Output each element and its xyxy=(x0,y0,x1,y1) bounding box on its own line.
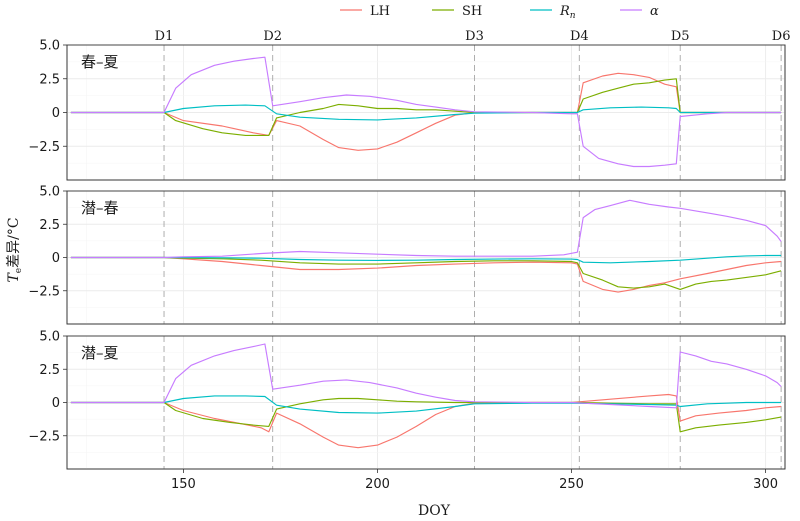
event-marker-labels: D1 D2 D3 D4 D5 D6 xyxy=(155,29,791,44)
legend-label-alpha: α xyxy=(650,4,659,19)
marker-label-d4: D4 xyxy=(570,29,589,44)
y-tick-label: 0 xyxy=(52,396,60,411)
series-line-SH xyxy=(70,397,782,433)
marker-label-d5: D5 xyxy=(671,29,690,44)
panel-3: 5.0 2.5 0 −2.5 潜–夏 xyxy=(28,330,786,470)
legend-label-LH: LH xyxy=(370,4,390,19)
series-line-SH xyxy=(70,78,782,136)
series-line-Rn xyxy=(70,104,782,121)
panel-2: 5.0 2.5 0 −2.5 潜–春 xyxy=(28,185,786,325)
y-tick-label: −2.5 xyxy=(28,140,60,155)
y-axis-title-main: T xyxy=(6,272,22,283)
series-line-LH xyxy=(70,393,782,449)
x-tick-label: 200 xyxy=(365,477,390,492)
series-line-alpha xyxy=(70,343,782,409)
panel-1: 5.0 2.5 0 −2.5 春–夏 xyxy=(28,39,786,181)
series-line-Rn xyxy=(70,254,782,264)
legend-item-LH: LH xyxy=(340,4,390,19)
panel-label: 春–夏 xyxy=(81,53,119,71)
series-line-Rn xyxy=(70,395,782,414)
marker-label-d3: D3 xyxy=(465,29,484,44)
x-tick-label: 250 xyxy=(559,477,584,492)
series-line-alpha xyxy=(70,56,782,168)
x-tick-label: 300 xyxy=(753,477,778,492)
legend-label-Rn: Rn xyxy=(559,4,576,21)
x-tick-label: 150 xyxy=(171,477,196,492)
y-tick-label: 0 xyxy=(52,251,60,266)
y-tick-label: 5.0 xyxy=(39,330,60,345)
y-tick-label: −2.5 xyxy=(28,284,60,299)
y-tick-label: 0 xyxy=(52,106,60,121)
series-line-alpha xyxy=(70,199,782,259)
legend-label-SH: SH xyxy=(462,4,482,19)
panel-label: 潜–春 xyxy=(81,199,119,217)
marker-label-d2: D2 xyxy=(263,29,282,44)
legend-item-SH: SH xyxy=(432,4,482,19)
y-axis-title-rest: 差异/°C xyxy=(6,217,22,267)
y-tick-label: 5.0 xyxy=(39,39,60,54)
marker-label-d1: D1 xyxy=(155,29,174,44)
panel-label: 潜–夏 xyxy=(81,344,119,362)
y-tick-label: 2.5 xyxy=(39,363,60,378)
x-axis-title: DOY xyxy=(418,503,451,519)
x-axis: 150 200 250 300 xyxy=(171,469,778,492)
y-tick-label: −2.5 xyxy=(28,429,60,444)
y-tick-label: 5.0 xyxy=(39,185,60,200)
series-line-SH xyxy=(70,256,782,290)
legend: LH SH Rn α xyxy=(340,4,659,21)
legend-item-Rn: Rn xyxy=(530,4,576,21)
y-tick-label: 2.5 xyxy=(39,218,60,233)
y-axis-title: Te差异/°C xyxy=(6,217,24,282)
panels: 5.0 2.5 0 −2.5 春–夏 5.0 2.5 0 −2.5 潜–春 5.0 2.5 0 −2.5 潜… xyxy=(28,39,786,470)
y-axis-title-sub: e xyxy=(14,268,24,273)
series-line-LH xyxy=(70,256,782,293)
legend-item-alpha: α xyxy=(620,4,659,19)
y-tick-label: 2.5 xyxy=(39,72,60,87)
marker-label-d6: D6 xyxy=(772,29,791,44)
